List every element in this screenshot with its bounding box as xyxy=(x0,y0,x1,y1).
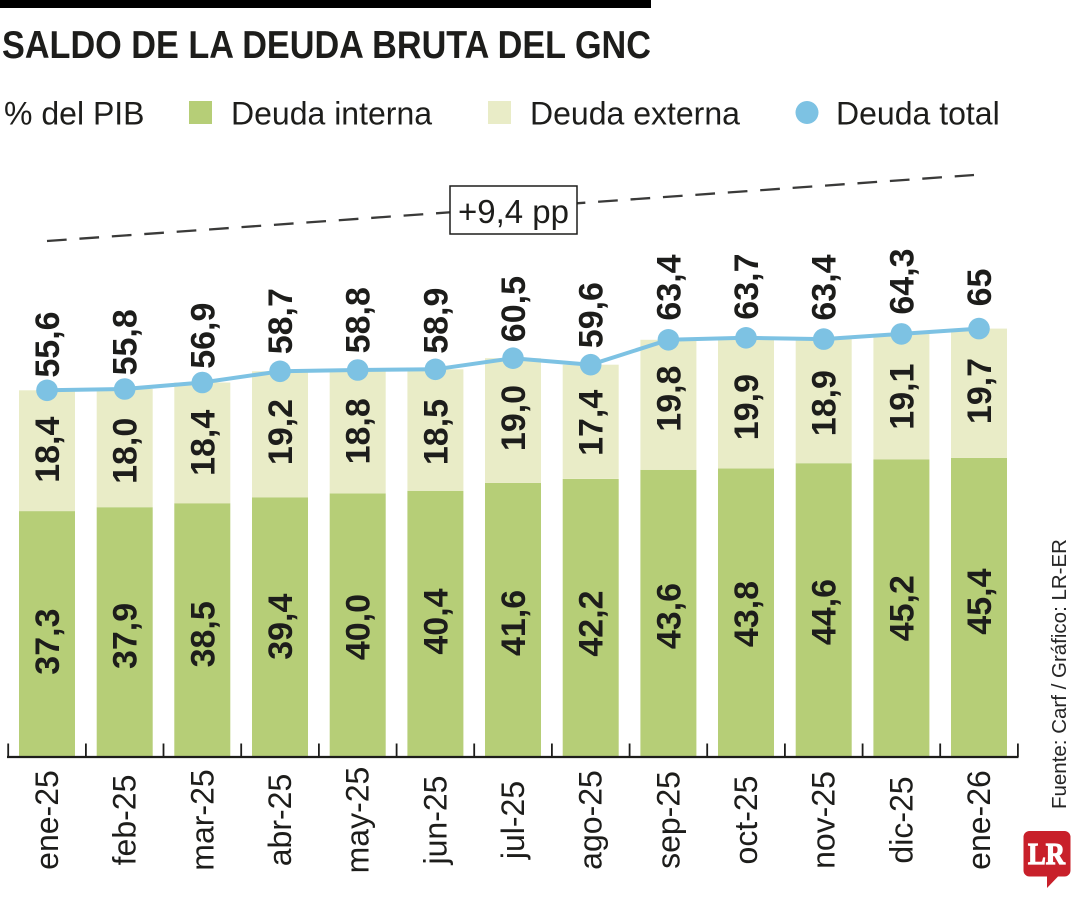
svg-text:58,9: 58,9 xyxy=(417,288,455,354)
svg-text:45,2: 45,2 xyxy=(883,575,921,641)
svg-text:38,5: 38,5 xyxy=(184,601,222,667)
svg-text:19,2: 19,2 xyxy=(262,399,300,465)
svg-text:Deuda externa: Deuda externa xyxy=(530,96,740,132)
svg-text:63,4: 63,4 xyxy=(806,254,844,320)
svg-text:feb-25: feb-25 xyxy=(107,775,143,866)
svg-text:19,8: 19,8 xyxy=(650,366,688,432)
svg-text:37,9: 37,9 xyxy=(107,603,145,669)
svg-text:mar-25: mar-25 xyxy=(184,769,220,870)
svg-text:55,8: 55,8 xyxy=(107,309,145,375)
svg-text:19,9: 19,9 xyxy=(728,374,766,440)
svg-text:19,7: 19,7 xyxy=(961,358,999,424)
svg-text:58,7: 58,7 xyxy=(262,288,300,354)
svg-text:37,3: 37,3 xyxy=(29,609,67,675)
svg-text:may-25: may-25 xyxy=(340,767,376,874)
svg-text:% del PIB: % del PIB xyxy=(4,96,145,132)
svg-text:43,6: 43,6 xyxy=(650,583,688,649)
svg-text:abr-25: abr-25 xyxy=(262,774,298,867)
svg-text:65: 65 xyxy=(961,269,999,307)
svg-text:+9,4 pp: +9,4 pp xyxy=(458,193,569,230)
svg-text:dic-25: dic-25 xyxy=(883,776,919,863)
svg-text:18,0: 18,0 xyxy=(107,418,145,484)
svg-text:64,3: 64,3 xyxy=(883,248,921,314)
svg-text:SALDO DE LA DEUDA BRUTA DEL GN: SALDO DE LA DEUDA BRUTA DEL GNC xyxy=(2,24,651,67)
svg-text:40,4: 40,4 xyxy=(417,588,455,654)
svg-text:45,4: 45,4 xyxy=(961,568,999,634)
svg-text:18,8: 18,8 xyxy=(340,398,378,464)
svg-text:ene-25: ene-25 xyxy=(29,770,65,870)
svg-text:ene-26: ene-26 xyxy=(961,770,997,870)
svg-text:56,9: 56,9 xyxy=(184,303,222,369)
svg-text:58,8: 58,8 xyxy=(340,287,378,353)
svg-text:59,6: 59,6 xyxy=(573,282,611,348)
svg-text:oct-25: oct-25 xyxy=(728,776,764,865)
svg-text:19,0: 19,0 xyxy=(495,385,533,451)
svg-text:63,7: 63,7 xyxy=(728,254,766,320)
svg-text:63,4: 63,4 xyxy=(650,254,688,320)
svg-text:41,6: 41,6 xyxy=(495,590,533,656)
svg-text:LR: LR xyxy=(1028,836,1066,871)
svg-text:Fuente: Carf / Gráfico: LR-ER: Fuente: Carf / Gráfico: LR-ER xyxy=(1048,539,1071,809)
svg-text:40,0: 40,0 xyxy=(340,594,378,660)
svg-text:18,4: 18,4 xyxy=(184,410,222,476)
svg-text:60,5: 60,5 xyxy=(495,276,533,342)
svg-text:19,1: 19,1 xyxy=(883,364,921,430)
svg-text:42,2: 42,2 xyxy=(573,590,611,656)
svg-text:jul-25: jul-25 xyxy=(495,781,531,860)
svg-text:Deuda interna: Deuda interna xyxy=(231,96,432,132)
svg-text:55,6: 55,6 xyxy=(29,311,67,377)
svg-text:17,4: 17,4 xyxy=(573,390,611,456)
svg-text:Deuda total: Deuda total xyxy=(836,96,1000,132)
svg-text:39,4: 39,4 xyxy=(262,594,300,660)
svg-text:18,9: 18,9 xyxy=(806,370,844,436)
svg-text:18,5: 18,5 xyxy=(417,399,455,465)
svg-text:18,4: 18,4 xyxy=(29,417,67,483)
svg-text:ago-25: ago-25 xyxy=(573,770,609,870)
svg-text:44,6: 44,6 xyxy=(806,579,844,645)
svg-text:43,8: 43,8 xyxy=(728,581,766,647)
svg-text:jun-25: jun-25 xyxy=(417,776,453,866)
svg-text:nov-25: nov-25 xyxy=(806,771,842,869)
svg-text:sep-25: sep-25 xyxy=(650,771,686,869)
